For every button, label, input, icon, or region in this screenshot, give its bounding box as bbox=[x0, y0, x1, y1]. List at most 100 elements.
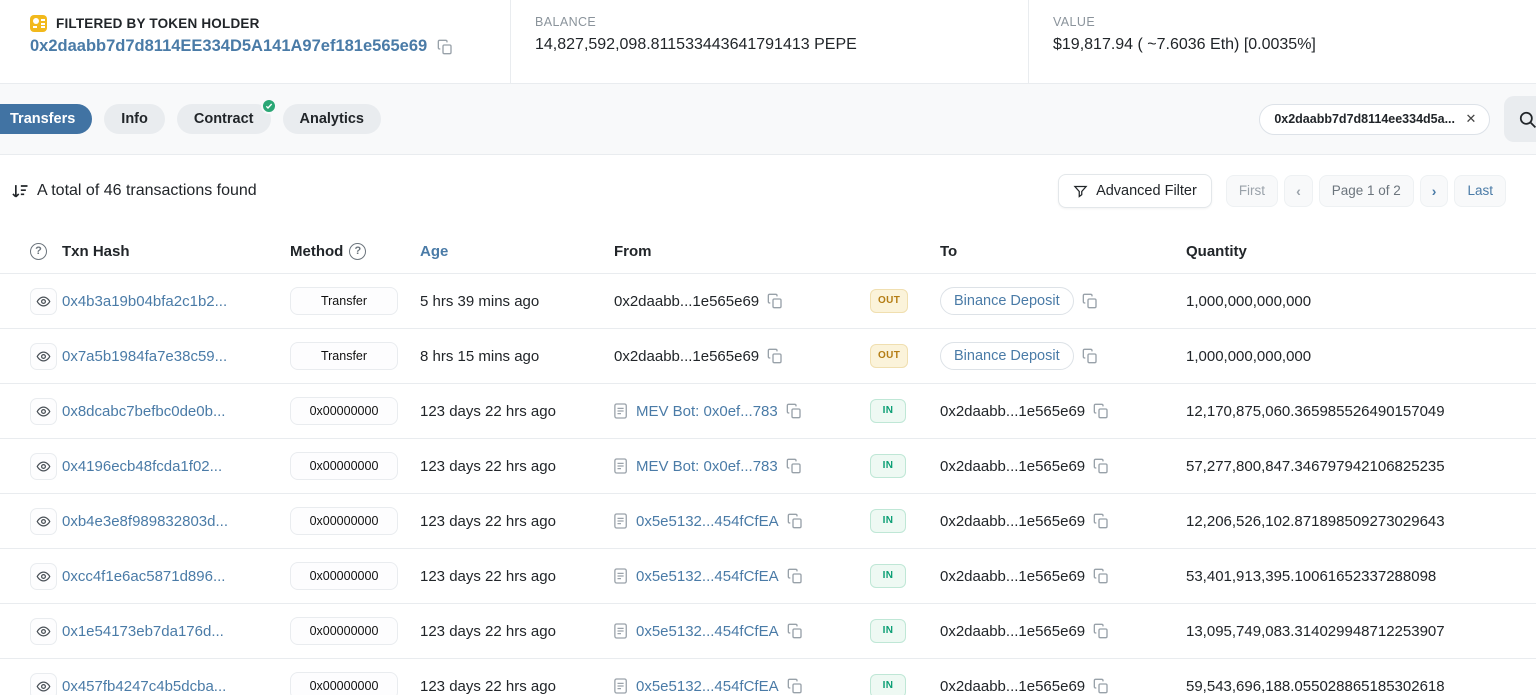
copy-icon[interactable] bbox=[1093, 568, 1109, 584]
from-address-link[interactable]: 0x5e5132...454fCfEA bbox=[636, 677, 779, 695]
filter-chip-text: 0x2daabb7d7d8114ee334d5a... bbox=[1274, 112, 1455, 126]
pagination: First ‹ Page 1 of 2 › Last bbox=[1225, 175, 1506, 207]
first-page-button[interactable]: First bbox=[1225, 175, 1279, 207]
advanced-filter-label: Advanced Filter bbox=[1096, 183, 1197, 199]
copy-icon[interactable] bbox=[786, 458, 802, 474]
to-name-tag-link[interactable]: Binance Deposit bbox=[940, 341, 1074, 371]
to-name-tag-link[interactable]: Binance Deposit bbox=[940, 286, 1074, 316]
txn-hash-link[interactable]: 0xb4e3e8f989832803d... bbox=[62, 512, 228, 530]
tab-transfers[interactable]: Transfers bbox=[0, 103, 93, 135]
method-badge[interactable]: 0x00000000 bbox=[290, 561, 398, 591]
copy-icon[interactable] bbox=[1093, 403, 1109, 419]
col-header-to: To bbox=[940, 243, 958, 260]
from-address-text: 0x2daabb...1e565e69 bbox=[614, 292, 760, 310]
txn-hash-link[interactable]: 0xcc4f1e6ac5871d896... bbox=[62, 567, 226, 585]
col-header-from: From bbox=[614, 243, 652, 260]
method-badge[interactable]: Transfer bbox=[290, 286, 398, 316]
copy-icon[interactable] bbox=[1082, 293, 1098, 309]
table-row: 0xcc4f1e6ac5871d896... 0x00000000 123 da… bbox=[0, 549, 1536, 604]
txn-hash-link[interactable]: 0x7a5b1984fa7e38c59... bbox=[62, 347, 228, 365]
advanced-filter-button[interactable]: Advanced Filter bbox=[1058, 174, 1212, 208]
eye-preview-button[interactable] bbox=[30, 562, 57, 590]
copy-icon[interactable] bbox=[1093, 513, 1109, 529]
copy-icon[interactable] bbox=[1093, 458, 1109, 474]
eye-preview-button[interactable] bbox=[30, 507, 57, 535]
method-help-icon[interactable]: ? bbox=[349, 243, 367, 260]
page-indicator: Page 1 of 2 bbox=[1318, 175, 1414, 207]
copy-icon[interactable] bbox=[767, 293, 783, 309]
total-transactions-text: A total of 46 transactions found bbox=[37, 182, 257, 199]
direction-badge: IN bbox=[870, 619, 906, 643]
to-address-text: 0x2daabb...1e565e69 bbox=[940, 622, 1086, 640]
eye-preview-button[interactable] bbox=[30, 397, 57, 425]
txn-hash-link[interactable]: 0x1e54173eb7da176d... bbox=[62, 622, 224, 640]
token-holder-address-link[interactable]: 0x2daabb7d7d8114EE334D5A141A97ef181e565e… bbox=[30, 37, 428, 55]
eye-preview-button[interactable] bbox=[30, 452, 57, 480]
table-row: 0x4b3a19b04bfa2c1b2... Transfer 5 hrs 39… bbox=[0, 274, 1536, 329]
direction-badge: IN bbox=[870, 399, 906, 423]
txn-hash-link[interactable]: 0x457fb4247c4b5dcba... bbox=[62, 677, 227, 695]
copy-icon[interactable] bbox=[787, 513, 803, 529]
method-badge[interactable]: 0x00000000 bbox=[290, 451, 398, 481]
value-value: $19,817.94 ( ~7.6036 Eth) [0.0035%] bbox=[1053, 36, 1316, 53]
col-header-method: Method bbox=[290, 243, 344, 260]
value-section: VALUE $19,817.94 ( ~7.6036 Eth) [0.0035%… bbox=[1028, 0, 1536, 83]
eye-preview-button[interactable] bbox=[30, 617, 57, 645]
to-address-text: 0x2daabb...1e565e69 bbox=[940, 457, 1086, 475]
method-badge[interactable]: 0x00000000 bbox=[290, 506, 398, 536]
from-address-link[interactable]: 0x5e5132...454fCfEA bbox=[636, 512, 779, 530]
filtered-by-section: FILTERED BY TOKEN HOLDER 0x2daabb7d7d811… bbox=[0, 0, 510, 83]
tab-contract[interactable]: Contract bbox=[176, 97, 277, 135]
copy-icon[interactable] bbox=[787, 678, 803, 694]
copy-icon[interactable] bbox=[1093, 678, 1109, 694]
copy-icon[interactable] bbox=[767, 348, 783, 364]
txn-hash-link[interactable]: 0x8dcabc7befbc0de0b... bbox=[62, 402, 226, 420]
eye-preview-button[interactable] bbox=[30, 672, 57, 695]
txn-hash-link[interactable]: 0x4196ecb48fcda1f02... bbox=[62, 457, 223, 475]
from-address-link[interactable]: MEV Bot: 0x0ef...783 bbox=[636, 402, 778, 420]
method-badge[interactable]: 0x00000000 bbox=[290, 671, 398, 695]
txn-hash-link[interactable]: 0x4b3a19b04bfa2c1b2... bbox=[62, 292, 228, 310]
quantity-text: 57,277,800,847.346797942106825235 bbox=[1186, 457, 1445, 475]
next-page-button[interactable]: › bbox=[1419, 175, 1449, 207]
help-icon[interactable]: ? bbox=[30, 243, 47, 260]
method-badge[interactable]: 0x00000000 bbox=[290, 616, 398, 646]
age-text: 123 days 22 hrs ago bbox=[420, 457, 556, 475]
method-badge[interactable]: Transfer bbox=[290, 341, 398, 371]
to-address-text: 0x2daabb...1e565e69 bbox=[940, 677, 1086, 695]
eye-preview-button[interactable] bbox=[30, 342, 57, 370]
from-address-link[interactable]: 0x5e5132...454fCfEA bbox=[636, 622, 779, 640]
method-badge[interactable]: 0x00000000 bbox=[290, 396, 398, 426]
search-icon bbox=[1518, 110, 1536, 129]
copy-icon[interactable] bbox=[787, 623, 803, 639]
tab-info[interactable]: Info bbox=[104, 103, 165, 135]
direction-badge: IN bbox=[870, 454, 906, 478]
sort-icon bbox=[10, 181, 30, 201]
direction-badge: IN bbox=[870, 564, 906, 588]
copy-icon[interactable] bbox=[1093, 623, 1109, 639]
close-icon[interactable]: ✕ bbox=[1459, 107, 1483, 131]
direction-badge: IN bbox=[870, 674, 906, 695]
from-address-link[interactable]: 0x5e5132...454fCfEA bbox=[636, 567, 779, 585]
address-filter-chip[interactable]: 0x2daabb7d7d8114ee334d5a... ✕ bbox=[1259, 103, 1490, 135]
from-address-link[interactable]: MEV Bot: 0x0ef...783 bbox=[636, 457, 778, 475]
eye-icon bbox=[36, 679, 51, 694]
eye-preview-button[interactable] bbox=[30, 287, 57, 315]
copy-icon[interactable] bbox=[787, 568, 803, 584]
to-address-text: 0x2daabb...1e565e69 bbox=[940, 567, 1086, 585]
table-row: 0x7a5b1984fa7e38c59... Transfer 8 hrs 15… bbox=[0, 329, 1536, 384]
copy-icon[interactable] bbox=[786, 403, 802, 419]
last-page-button[interactable]: Last bbox=[1454, 175, 1506, 207]
col-header-txn-hash: Txn Hash bbox=[62, 243, 130, 260]
eye-icon bbox=[36, 569, 51, 584]
search-button[interactable] bbox=[1504, 96, 1536, 142]
prev-page-button[interactable]: ‹ bbox=[1284, 175, 1313, 207]
tab-analytics[interactable]: Analytics bbox=[282, 103, 381, 135]
to-address-text: 0x2daabb...1e565e69 bbox=[940, 402, 1086, 420]
copy-icon[interactable] bbox=[1082, 348, 1098, 364]
quantity-text: 1,000,000,000,000 bbox=[1186, 347, 1312, 365]
col-header-age-link[interactable]: Age bbox=[420, 243, 449, 260]
table-row: 0x8dcabc7befbc0de0b... 0x00000000 123 da… bbox=[0, 384, 1536, 439]
copy-icon[interactable] bbox=[437, 39, 453, 55]
to-address-text: 0x2daabb...1e565e69 bbox=[940, 512, 1086, 530]
